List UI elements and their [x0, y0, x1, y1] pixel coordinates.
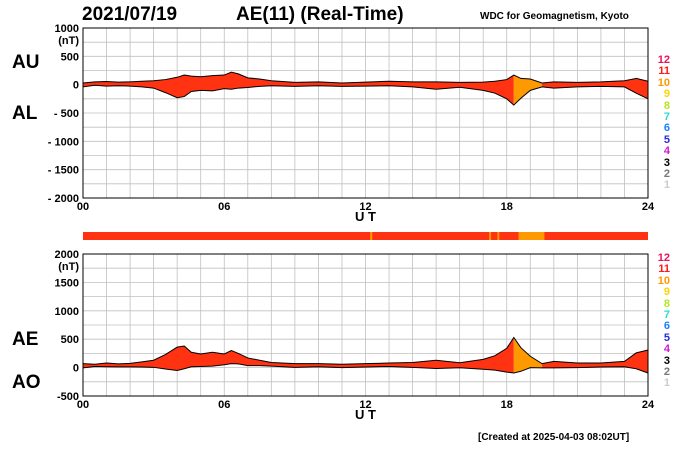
- x-tick-label: 00: [77, 201, 89, 213]
- x-axis-label: U T: [355, 407, 376, 422]
- legend-level-1: 1: [663, 179, 670, 192]
- activity-level-legend-bottom: 12 11 10 9 8 7 6 5 4 3 2 1: [640, 252, 670, 390]
- activity-fill-orange: [513, 337, 543, 373]
- y-tick-label: 0: [73, 80, 79, 92]
- legend-level-11: 11: [658, 65, 670, 78]
- plot-frame: [82, 253, 649, 397]
- created-timestamp: [Created at 2025-04-03 08:02UT]: [478, 432, 630, 443]
- legend-level-10: 10: [657, 274, 670, 287]
- legend-level-4: 4: [663, 145, 670, 158]
- legend-level-5: 5: [663, 331, 670, 344]
- legend-level-6: 6: [663, 320, 670, 333]
- x-tick-label: 24: [642, 201, 655, 213]
- legend-level-9: 9: [663, 88, 670, 101]
- x-tick-label: 06: [218, 399, 230, 411]
- legend-level-9: 9: [663, 286, 670, 299]
- activity-fill-red: [83, 72, 514, 106]
- y-axis-unit-label: (nT): [58, 35, 79, 47]
- plot-frame: [82, 27, 649, 199]
- legend-level-6: 6: [663, 122, 670, 135]
- y-tick-label: 1000: [55, 306, 79, 318]
- activity-level-legend-top: 12 11 10 9 8 7 6 5 4 3 2 1: [640, 54, 670, 192]
- legend-level-5: 5: [663, 133, 670, 146]
- x-tick-label: 06: [218, 201, 230, 213]
- activity-level-bar-tick: [489, 232, 492, 240]
- y-tick-label: 500: [61, 334, 79, 346]
- y-tick-label: 500: [61, 51, 79, 63]
- y-tick-label: 1500: [55, 277, 79, 289]
- legend-level-12: 12: [657, 252, 670, 264]
- y-tick-label: - 2000: [48, 193, 79, 205]
- legend-level-11: 11: [658, 263, 670, 276]
- data-source-label: WDC for Geomagnetism, Kyoto: [480, 11, 629, 22]
- legend-level-4: 4: [663, 343, 670, 356]
- x-tick-label: 18: [501, 201, 513, 213]
- series-line-ao: [82, 363, 649, 374]
- x-tick-label: 24: [642, 399, 655, 411]
- legend-level-8: 8: [663, 99, 670, 112]
- y-tick-label: - 1000: [48, 136, 79, 148]
- activity-fill-red: [83, 337, 514, 373]
- chart-date: 2021/07/19: [82, 4, 178, 25]
- y-tick-label: 2000: [55, 249, 79, 261]
- al-label: AL: [12, 103, 38, 124]
- legend-level-10: 10: [657, 76, 670, 89]
- legend-level-7: 7: [663, 111, 670, 124]
- y-tick-label: - 500: [54, 108, 79, 120]
- legend-level-2: 2: [663, 168, 670, 181]
- activity-fill-orange: [513, 75, 543, 106]
- activity-level-bar: [83, 232, 648, 240]
- y-axis-unit-label: (nT): [58, 261, 79, 273]
- au-label: AU: [12, 52, 40, 73]
- ao-label: AO: [12, 372, 41, 393]
- x-axis-label: U T: [355, 209, 376, 224]
- legend-level-1: 1: [663, 377, 670, 390]
- ae-label: AE: [12, 329, 39, 350]
- x-tick-label: 18: [501, 399, 513, 411]
- series-line-au: [82, 71, 649, 84]
- legend-level-2: 2: [663, 366, 670, 379]
- y-tick-label: -500: [57, 391, 79, 403]
- y-tick-label: 0: [73, 363, 79, 375]
- legend-level-7: 7: [663, 309, 670, 322]
- legend-level-3: 3: [663, 156, 670, 169]
- legend-level-8: 8: [663, 297, 670, 310]
- series-line-ae: [82, 336, 649, 365]
- activity-level-bar-tick: [497, 232, 500, 240]
- x-tick-label: 12: [359, 201, 371, 213]
- activity-fill-red: [542, 78, 648, 99]
- legend-level-3: 3: [663, 354, 670, 367]
- y-tick-label: 1000: [55, 23, 79, 35]
- chart-title: AE(11) (Real-Time): [236, 4, 404, 25]
- legend-level-12: 12: [657, 54, 670, 66]
- activity-level-bar-orange: [518, 232, 545, 240]
- y-tick-label: - 1500: [48, 165, 79, 177]
- series-line-al: [82, 84, 649, 106]
- x-tick-label: 00: [77, 399, 89, 411]
- activity-level-bar-tick: [370, 232, 373, 240]
- x-tick-label: 12: [359, 399, 371, 411]
